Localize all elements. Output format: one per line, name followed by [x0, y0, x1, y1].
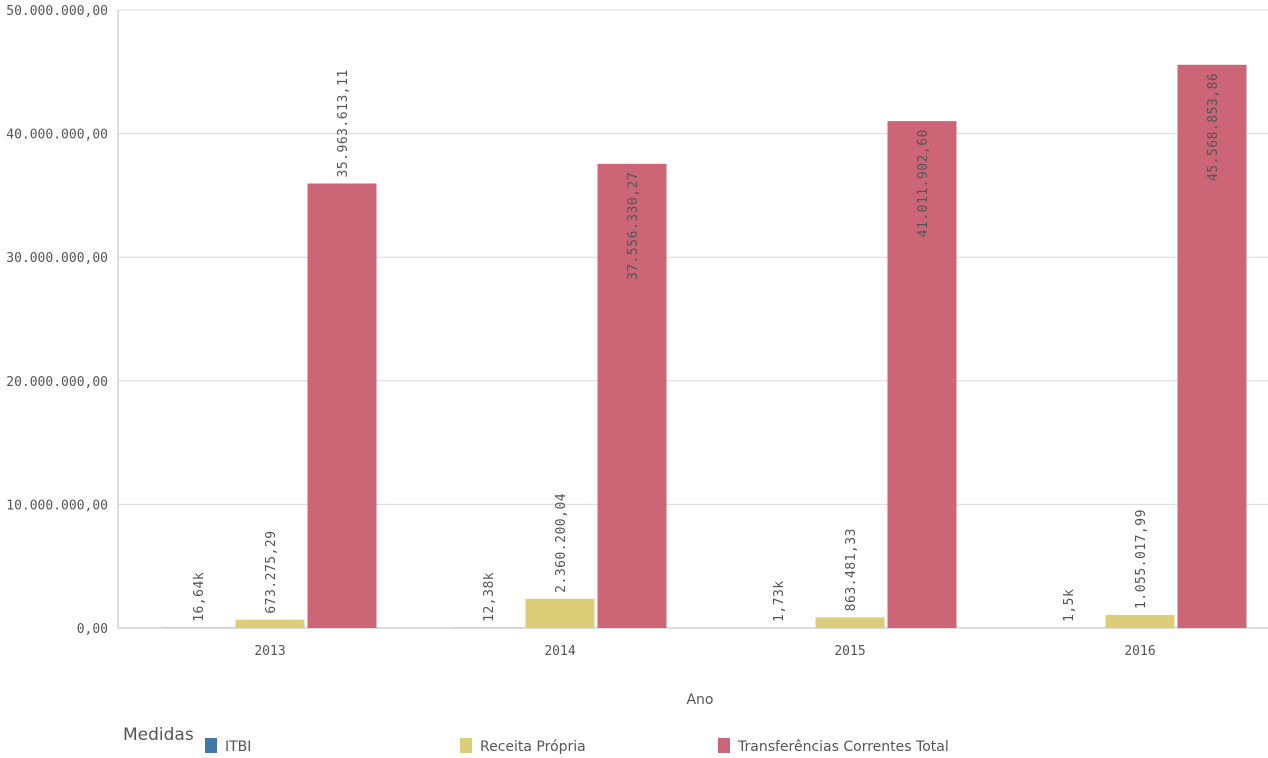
- data-label: 45.568.853,86: [1206, 73, 1221, 181]
- data-label: 16,64k: [192, 572, 207, 622]
- data-label: 1,5k: [1062, 589, 1077, 622]
- data-label: 1,73k: [772, 580, 787, 622]
- data-label: 1.055.017,99: [1134, 509, 1149, 609]
- bar[interactable]: [1105, 614, 1175, 628]
- x-axis-title: Ano: [686, 692, 713, 708]
- legend-swatch: [718, 738, 730, 753]
- x-axis: 2013 2014 2015 2016: [254, 644, 1155, 659]
- bar[interactable]: [307, 183, 377, 628]
- legend-swatch: [460, 738, 472, 753]
- x-tick-label: 2015: [834, 644, 865, 659]
- gridlines: [118, 9, 1268, 629]
- x-tick-label: 2014: [544, 644, 575, 659]
- legend-item[interactable]: Receita Própria: [460, 738, 586, 755]
- data-labels: 16,64k 12,38k 1,73k 1,5k 673.275,29 2.360.200…: [192, 69, 1221, 622]
- data-label: 41.011.902,60: [916, 129, 931, 237]
- legend-label: Transferências Correntes Total: [737, 739, 949, 755]
- legend-label: Receita Própria: [480, 739, 586, 755]
- data-label: 37.556.330,27: [626, 172, 641, 280]
- x-tick-label: 2013: [254, 644, 285, 659]
- data-label: 673.275,29: [264, 530, 279, 613]
- y-tick-label: 10.000.000,00: [6, 498, 108, 513]
- data-label: 2.360.200,04: [554, 493, 569, 593]
- bar[interactable]: [815, 617, 885, 628]
- legend-label: ITBI: [225, 739, 251, 755]
- y-axis: 0,00 10.000.000,00 20.000.000,00 30.000.000…: [6, 4, 119, 637]
- bar[interactable]: [235, 619, 305, 628]
- data-label: 12,38k: [482, 572, 497, 622]
- bar[interactable]: [525, 598, 595, 628]
- bar[interactable]: [887, 121, 957, 628]
- bars: [163, 64, 1247, 628]
- legend-item[interactable]: Transferências Correntes Total: [718, 738, 949, 755]
- data-label: 863.481,33: [844, 528, 859, 611]
- y-tick-label: 50.000.000,00: [6, 4, 108, 19]
- x-tick-label: 2016: [1124, 644, 1155, 659]
- legend-title: Medidas: [123, 725, 194, 745]
- y-tick-label: 40.000.000,00: [6, 128, 108, 143]
- y-tick-label: 30.000.000,00: [6, 251, 108, 266]
- legend-swatch: [205, 738, 217, 753]
- y-tick-label: 20.000.000,00: [6, 375, 108, 390]
- bar[interactable]: [1177, 64, 1247, 628]
- legend-item[interactable]: ITBI: [205, 738, 251, 755]
- data-label: 35.963.613,11: [336, 69, 351, 177]
- legend[interactable]: Medidas ITBI Receita Própria Transferência…: [123, 725, 949, 755]
- bar[interactable]: [597, 163, 667, 628]
- y-tick-label: 0,00: [77, 622, 108, 637]
